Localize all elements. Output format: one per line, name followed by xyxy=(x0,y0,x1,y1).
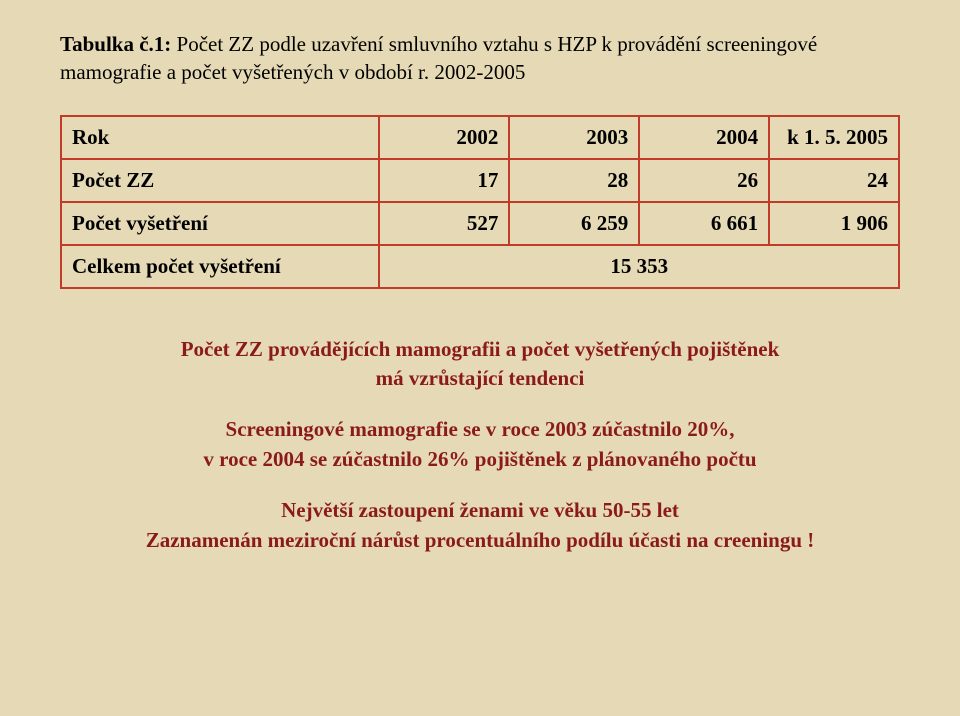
summary-group-1: Počet ZZ provádějících mamografii a poče… xyxy=(60,335,900,394)
cell: 1 906 xyxy=(769,202,899,245)
total-value: 15 353 xyxy=(379,245,899,288)
table-row: Počet ZZ 17 28 26 24 xyxy=(61,159,899,202)
summary-group-2: Screeningové mamografie se v roce 2003 z… xyxy=(60,415,900,474)
col-header-2005: k 1. 5. 2005 xyxy=(769,116,899,159)
table-total-row: Celkem počet vyšetření 15 353 xyxy=(61,245,899,288)
summary-line: Počet ZZ provádějících mamografii a poče… xyxy=(60,335,900,364)
cell: 26 xyxy=(639,159,769,202)
summary-line: Zaznamenán meziroční nárůst procentuální… xyxy=(60,526,900,555)
row-label: Počet vyšetření xyxy=(61,202,379,245)
cell: 24 xyxy=(769,159,899,202)
cell: 17 xyxy=(379,159,509,202)
data-table: Rok 2002 2003 2004 k 1. 5. 2005 Počet ZZ… xyxy=(60,115,900,289)
cell: 6 661 xyxy=(639,202,769,245)
summary-block: Počet ZZ provádějících mamografii a poče… xyxy=(60,335,900,555)
table-header-row: Rok 2002 2003 2004 k 1. 5. 2005 xyxy=(61,116,899,159)
table-caption: Tabulka č.1: Počet ZZ podle uzavření sml… xyxy=(60,30,900,87)
summary-line: Největší zastoupení ženami ve věku 50-55… xyxy=(60,496,900,525)
cell: 527 xyxy=(379,202,509,245)
row-label: Počet ZZ xyxy=(61,159,379,202)
cell: 6 259 xyxy=(509,202,639,245)
caption-bold: Tabulka č.1: xyxy=(60,32,171,56)
summary-line: v roce 2004 se zúčastnilo 26% pojištěnek… xyxy=(60,445,900,474)
cell: 28 xyxy=(509,159,639,202)
table-row: Počet vyšetření 527 6 259 6 661 1 906 xyxy=(61,202,899,245)
summary-group-3: Největší zastoupení ženami ve věku 50-55… xyxy=(60,496,900,555)
total-label: Celkem počet vyšetření xyxy=(61,245,379,288)
summary-line: má vzrůstající tendenci xyxy=(60,364,900,393)
col-header-rok: Rok xyxy=(61,116,379,159)
col-header-2004: 2004 xyxy=(639,116,769,159)
caption-text: Počet ZZ podle uzavření smluvního vztahu… xyxy=(60,32,817,84)
document-page: Tabulka č.1: Počet ZZ podle uzavření sml… xyxy=(0,0,960,716)
col-header-2002: 2002 xyxy=(379,116,509,159)
summary-line: Screeningové mamografie se v roce 2003 z… xyxy=(60,415,900,444)
col-header-2003: 2003 xyxy=(509,116,639,159)
